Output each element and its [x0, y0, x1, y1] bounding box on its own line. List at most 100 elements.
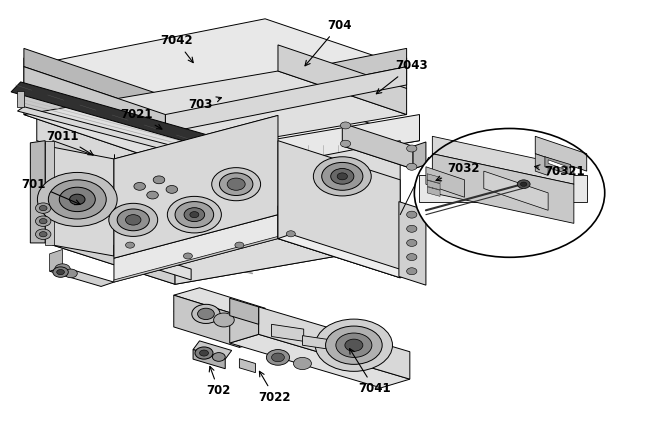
Circle shape	[117, 209, 149, 231]
Polygon shape	[24, 88, 152, 158]
Polygon shape	[278, 206, 400, 278]
Circle shape	[198, 308, 214, 320]
Circle shape	[125, 242, 134, 248]
Circle shape	[36, 229, 51, 240]
Text: 702: 702	[207, 367, 231, 397]
Circle shape	[345, 339, 363, 351]
Circle shape	[39, 205, 47, 211]
Polygon shape	[165, 48, 406, 115]
Circle shape	[336, 333, 372, 357]
Circle shape	[293, 357, 311, 370]
Circle shape	[190, 212, 199, 218]
Circle shape	[37, 173, 117, 226]
Polygon shape	[114, 215, 278, 282]
Circle shape	[340, 122, 351, 129]
Polygon shape	[17, 91, 24, 107]
Polygon shape	[24, 58, 152, 132]
Polygon shape	[24, 45, 406, 132]
Circle shape	[406, 211, 417, 218]
Polygon shape	[342, 141, 426, 169]
Circle shape	[200, 350, 209, 356]
Polygon shape	[271, 324, 304, 341]
Circle shape	[406, 225, 417, 232]
Circle shape	[59, 187, 96, 212]
Polygon shape	[45, 141, 54, 245]
Polygon shape	[30, 141, 45, 243]
Circle shape	[315, 319, 393, 371]
Polygon shape	[258, 307, 410, 379]
Polygon shape	[193, 341, 232, 359]
Circle shape	[406, 163, 417, 170]
Polygon shape	[230, 334, 410, 388]
Polygon shape	[419, 176, 587, 201]
Circle shape	[195, 347, 213, 359]
Circle shape	[266, 350, 289, 365]
Text: 7043: 7043	[377, 59, 428, 94]
Polygon shape	[278, 234, 413, 278]
Polygon shape	[37, 115, 165, 184]
Polygon shape	[53, 147, 114, 256]
Polygon shape	[278, 141, 400, 278]
Polygon shape	[427, 174, 440, 184]
Circle shape	[184, 208, 205, 222]
Circle shape	[213, 353, 225, 361]
Polygon shape	[536, 154, 548, 176]
Circle shape	[65, 269, 78, 278]
Text: 7021: 7021	[120, 108, 162, 129]
Circle shape	[313, 157, 371, 196]
Circle shape	[192, 304, 220, 323]
Circle shape	[147, 191, 158, 199]
Circle shape	[36, 216, 51, 226]
Circle shape	[36, 203, 51, 213]
Circle shape	[340, 140, 351, 147]
Polygon shape	[165, 67, 406, 133]
Circle shape	[414, 128, 605, 257]
Circle shape	[134, 183, 145, 190]
Polygon shape	[53, 141, 175, 284]
Polygon shape	[50, 267, 114, 286]
Circle shape	[55, 264, 70, 274]
Text: 701: 701	[21, 178, 80, 205]
Polygon shape	[427, 180, 440, 190]
Polygon shape	[342, 123, 413, 169]
Polygon shape	[11, 82, 281, 166]
Polygon shape	[545, 157, 570, 175]
Polygon shape	[230, 307, 258, 343]
Circle shape	[183, 253, 193, 259]
Polygon shape	[37, 97, 419, 184]
Circle shape	[521, 182, 527, 186]
Text: 7011: 7011	[47, 130, 93, 155]
Text: 7042: 7042	[160, 34, 193, 63]
Polygon shape	[175, 141, 400, 284]
Polygon shape	[399, 201, 426, 285]
Polygon shape	[152, 58, 406, 132]
Polygon shape	[536, 136, 587, 171]
Circle shape	[406, 254, 417, 261]
Polygon shape	[193, 350, 225, 369]
Circle shape	[153, 176, 165, 184]
Circle shape	[57, 269, 65, 275]
Circle shape	[166, 185, 178, 193]
Polygon shape	[432, 154, 574, 223]
Polygon shape	[174, 295, 240, 347]
Polygon shape	[413, 142, 426, 169]
Circle shape	[406, 240, 417, 247]
Text: 7032: 7032	[436, 162, 479, 181]
Polygon shape	[17, 107, 355, 198]
Polygon shape	[114, 237, 278, 282]
Polygon shape	[427, 187, 440, 196]
Polygon shape	[548, 160, 567, 170]
Text: 7041: 7041	[349, 349, 391, 395]
Polygon shape	[53, 206, 400, 284]
Polygon shape	[24, 19, 406, 115]
Circle shape	[517, 180, 530, 188]
Polygon shape	[230, 298, 258, 324]
Polygon shape	[302, 336, 328, 349]
Circle shape	[109, 203, 158, 237]
Circle shape	[39, 232, 47, 237]
Circle shape	[326, 326, 382, 364]
Circle shape	[235, 242, 244, 248]
Polygon shape	[484, 171, 548, 210]
Circle shape	[39, 219, 47, 224]
Circle shape	[406, 145, 417, 152]
